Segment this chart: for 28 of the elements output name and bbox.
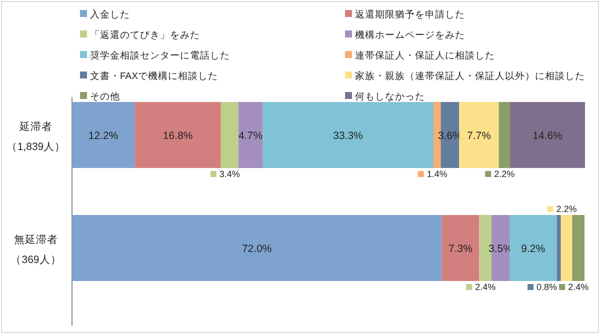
data-label: 2.2% <box>556 204 577 214</box>
data-label: 12.2% <box>88 130 118 142</box>
data-label: 33.3% <box>333 130 363 142</box>
legend-label: 機構ホームページをみた <box>355 29 465 41</box>
data-label: 3.4% <box>219 169 240 179</box>
legend-label: 何もしなかった <box>355 92 425 102</box>
data-label: 9.2% <box>521 243 546 255</box>
legend-label: 奨学金相談センターに電話した <box>90 50 230 62</box>
legend-label: 連帯保証人・保証人に相談した <box>355 50 495 62</box>
legend-label: 入金した <box>90 8 130 20</box>
legend-label: 文書・FAXで機構に相談した <box>90 70 218 82</box>
data-label: 0.8% <box>536 282 558 292</box>
data-label: 1.4% <box>426 169 448 179</box>
data-label: 14.6% <box>532 130 562 142</box>
y-tick-label: 無延滞者（369人） <box>10 233 62 266</box>
data-label: 7.3% <box>448 243 472 255</box>
data-label: 7.7% <box>466 130 491 142</box>
y-tick-label: 延滞者（1,839人） <box>6 120 66 153</box>
data-label: 16.8% <box>162 130 193 142</box>
data-label: 2.4% <box>475 282 496 292</box>
legend-label: その他 <box>90 90 120 102</box>
legend-label: 家族・親族（連帯保証人・保証人以外）に相談した <box>355 70 585 82</box>
legend-label: 「返還のてびき」をみた <box>90 29 200 41</box>
data-label: 2.4% <box>568 282 589 292</box>
data-label: 2.2% <box>494 169 515 179</box>
data-label: 72.0% <box>242 243 272 255</box>
data-label: 4.7% <box>238 130 262 142</box>
legend-label: 返還期限猶予を申請した <box>355 8 465 20</box>
